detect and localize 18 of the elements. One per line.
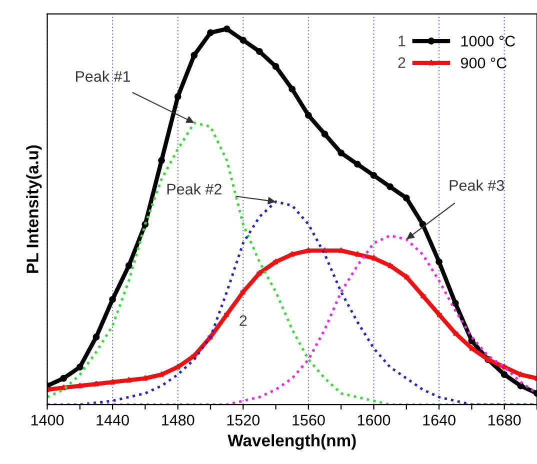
x-tick-label: 1440 bbox=[96, 414, 129, 426]
x-tick-label: 1680 bbox=[488, 414, 521, 426]
legend-label: 900 °C bbox=[460, 58, 507, 68]
x-tick-label: 1600 bbox=[358, 414, 390, 426]
y-axis-title: PL Intensity(a.u) bbox=[26, 145, 42, 273]
x-axis-title: Wavelength(nm) bbox=[228, 434, 356, 450]
annotation: 1 bbox=[398, 36, 406, 46]
annotation: Peak #3 bbox=[450, 180, 504, 191]
annotation: 2 bbox=[398, 57, 406, 68]
legend-label: 1000 °C bbox=[461, 36, 516, 47]
x-tick-label: 1640 bbox=[423, 414, 456, 426]
annotation: Peak #1 bbox=[76, 70, 130, 82]
x-tick-label: 1480 bbox=[162, 414, 194, 426]
annotation: Peak #2 bbox=[167, 183, 222, 195]
x-tick-label: 1560 bbox=[292, 414, 325, 426]
annotation: 2 bbox=[240, 315, 247, 326]
x-tick-label: 1520 bbox=[227, 414, 260, 426]
x-tick-label: 1400 bbox=[31, 414, 64, 426]
